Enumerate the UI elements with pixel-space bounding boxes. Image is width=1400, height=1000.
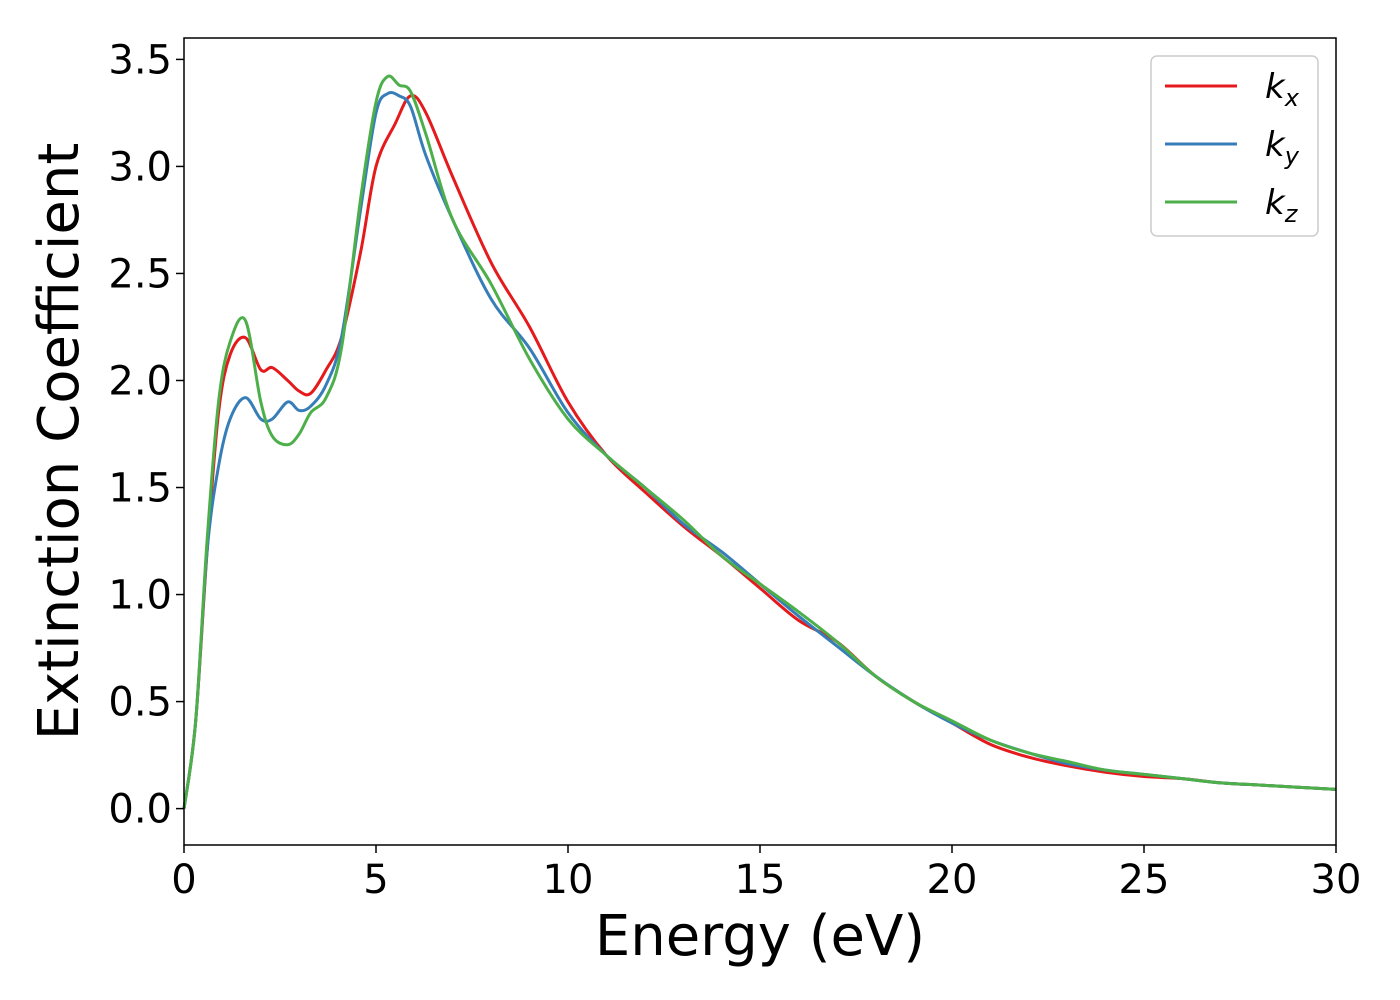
legend: kx ky kz <box>1150 55 1319 237</box>
y-tick-label: 3.0 <box>108 144 172 190</box>
series-line-kz <box>182 74 1337 809</box>
x-tick-label: 30 <box>1311 857 1362 903</box>
legend-label-kz: kz <box>1265 183 1299 228</box>
y-tick-label: 0.5 <box>108 680 172 726</box>
y-tick-label: 2.5 <box>108 251 172 297</box>
x-axis-label: Energy (eV) <box>595 904 925 969</box>
legend-label-ky: ky <box>1265 125 1300 170</box>
legend-label-kx: kx <box>1265 67 1300 112</box>
legend-box <box>1150 55 1319 237</box>
y-tick-label: 2.0 <box>108 358 172 404</box>
series-line-kx <box>182 93 1337 809</box>
x-tick-label: 0 <box>171 857 196 903</box>
series-layer <box>182 74 1337 809</box>
x-tick-label: 5 <box>363 857 388 903</box>
x-tick-label: 25 <box>1119 857 1170 903</box>
x-tick-label: 20 <box>927 857 978 903</box>
y-axis-label: Extinction Coefficient <box>27 143 92 741</box>
y-axis: 0.0 0.5 1.0 1.5 2.0 2.5 3.0 3.5 <box>108 37 184 833</box>
y-tick-label: 0.0 <box>108 787 172 833</box>
y-tick-label: 3.5 <box>108 37 172 83</box>
series-line-ky <box>182 90 1337 809</box>
y-tick-label: 1.5 <box>108 466 172 512</box>
x-tick-label: 15 <box>735 857 786 903</box>
x-tick-label: 10 <box>543 857 594 903</box>
x-axis: 0 5 10 15 20 25 30 <box>171 845 1361 903</box>
y-tick-label: 1.0 <box>108 573 172 619</box>
